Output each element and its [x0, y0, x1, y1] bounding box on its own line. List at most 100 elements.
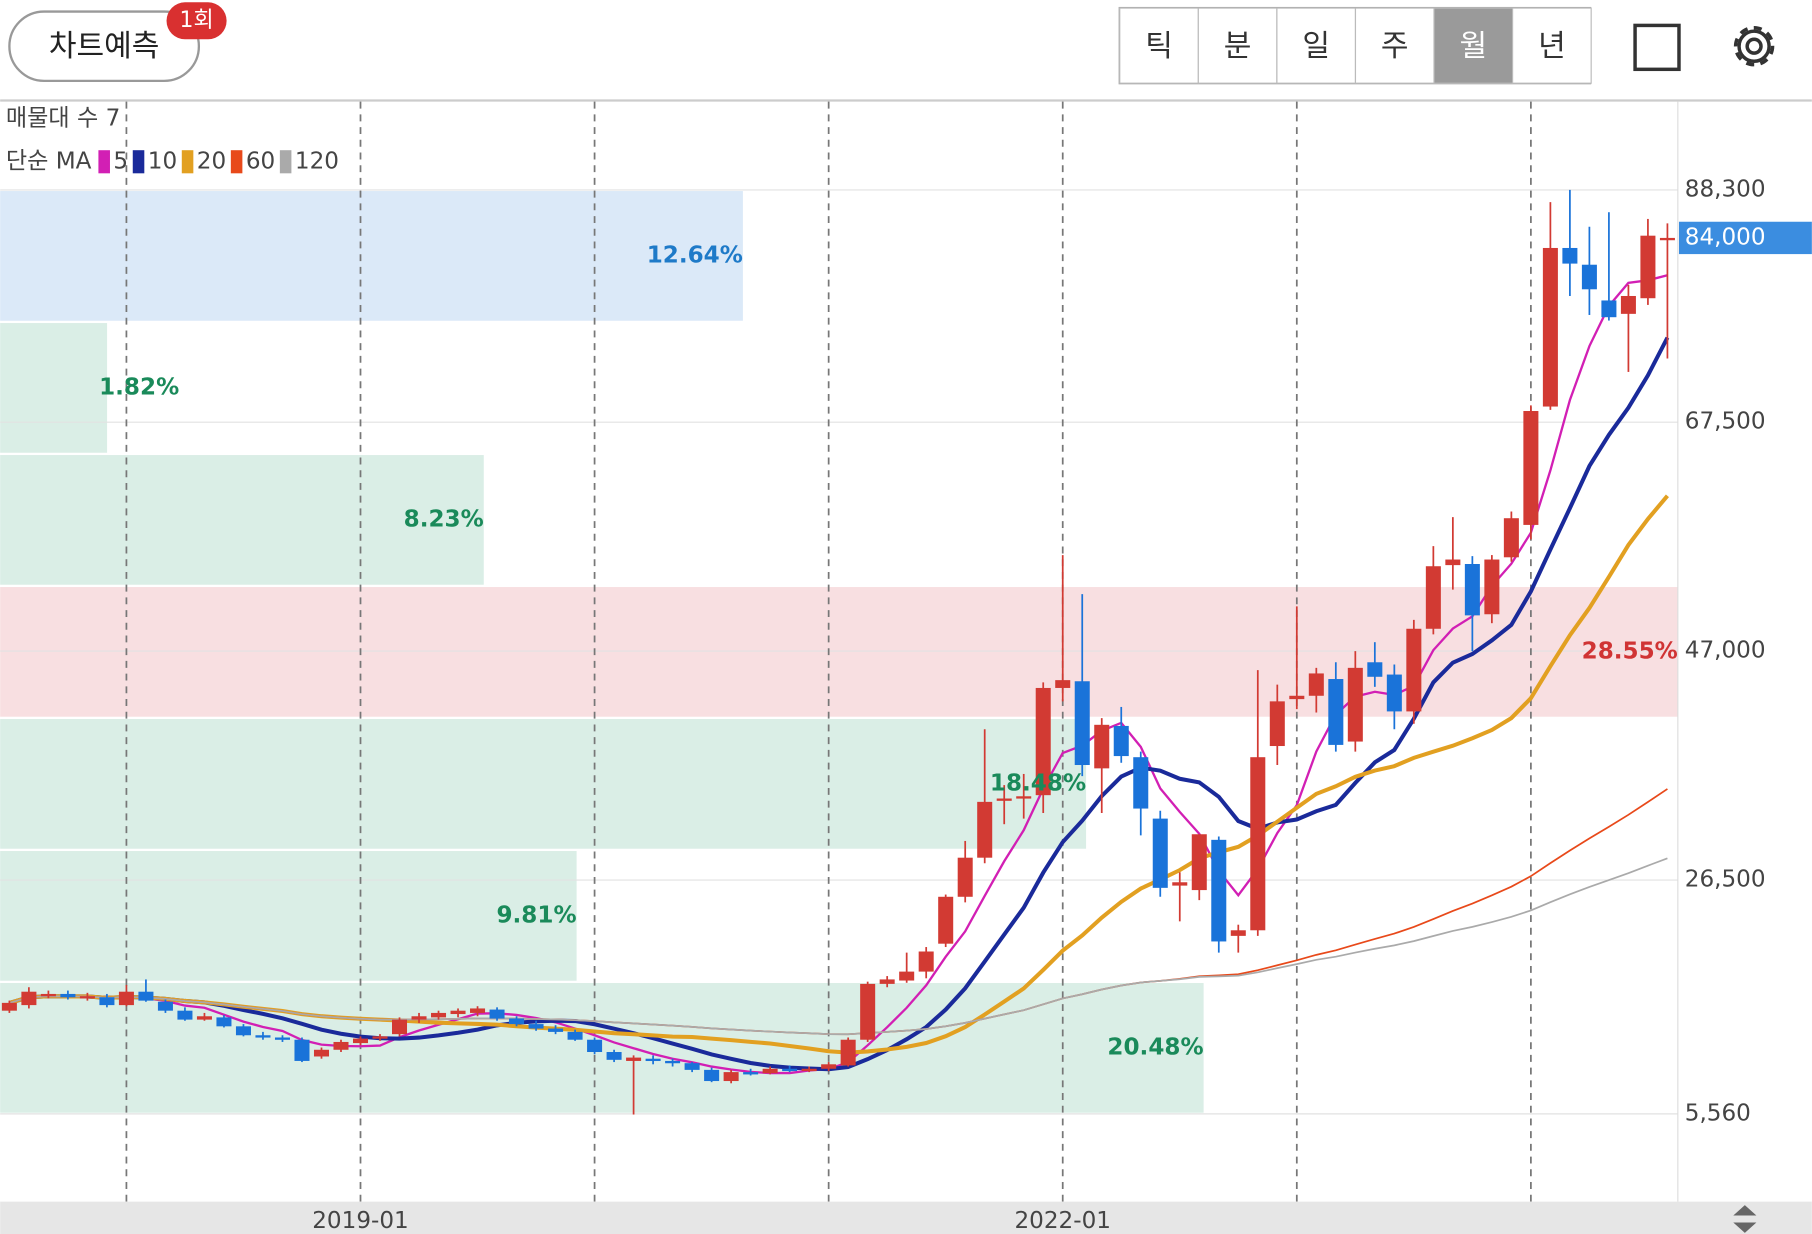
candle-body: [587, 1039, 603, 1053]
candle-body: [1, 1002, 17, 1011]
y-tick-label: 26,500: [1685, 867, 1766, 893]
candle-body: [1640, 235, 1656, 299]
plot: 12.64% 1.82% 8.23% 28.55% 18.48% 9.81% 20.48%: [0, 101, 1678, 1202]
candle-body: [1308, 673, 1324, 696]
gear-hub: [1745, 37, 1763, 55]
candle-body: [1094, 724, 1110, 769]
candle-body: [313, 1049, 329, 1057]
legend-label: 20: [197, 148, 226, 174]
candle-body: [1484, 559, 1500, 615]
candle-body: [1250, 757, 1266, 931]
tab-label: 주: [1381, 29, 1409, 64]
volume-profile-bar: [0, 323, 108, 453]
current-price-label: 84,000: [1685, 224, 1766, 250]
legend-swatch: [230, 150, 243, 174]
candle-body: [60, 993, 76, 998]
candle-body: [470, 1008, 486, 1013]
candle-body: [177, 1010, 193, 1020]
candle-body: [489, 1009, 505, 1019]
settings-icon[interactable]: [1733, 25, 1775, 67]
ma-line: [8, 336, 1670, 1072]
candle-body: [1425, 566, 1441, 629]
candle-body: [1523, 411, 1539, 525]
tab[interactable]: [1119, 7, 1199, 84]
candle-body: [1367, 662, 1383, 677]
candle-body: [1016, 796, 1032, 799]
date-bar: [0, 1201, 1812, 1234]
candle-body: [372, 1036, 388, 1039]
candle-body: [392, 1019, 408, 1035]
candle-body: [1464, 564, 1480, 616]
candle-body: [977, 801, 993, 858]
predict-button[interactable]: [8, 10, 201, 83]
candle-body: [1230, 930, 1246, 936]
candle-body: [411, 1016, 427, 1020]
y-tick-label: 88,300: [1685, 176, 1766, 202]
candle-body: [1133, 757, 1149, 809]
legend-label: 120: [295, 148, 339, 174]
legend-label: 5: [113, 148, 128, 174]
candle-body: [1601, 300, 1617, 318]
tab-label: 틱: [1145, 29, 1173, 64]
candle-body: [1542, 247, 1558, 407]
volume-profile-label: 18.48%: [990, 770, 1086, 796]
candle-body: [606, 1052, 622, 1060]
predict-button-label: 차트예측: [49, 29, 160, 64]
candle-body: [1445, 559, 1461, 566]
volume-profile-bar: [0, 455, 484, 585]
tab[interactable]: [1276, 7, 1357, 84]
candle-body: [1269, 701, 1285, 747]
volume-profile-label: 12.64%: [647, 242, 743, 268]
candle-body: [274, 1037, 290, 1040]
candle-body: [216, 1017, 232, 1027]
tab[interactable]: [1197, 7, 1278, 84]
candle-body: [157, 1001, 173, 1011]
candle-body: [840, 1039, 856, 1066]
candle-body: [957, 857, 973, 897]
candle-body: [684, 1063, 700, 1070]
volume-profile-label: 28.55%: [1582, 638, 1678, 664]
candle-body: [567, 1031, 583, 1040]
candle-body: [1347, 667, 1363, 742]
candle-body: [1191, 834, 1207, 891]
candle-body: [294, 1039, 310, 1061]
legend-label: 60: [246, 148, 275, 174]
fullscreen-icon[interactable]: [1633, 23, 1681, 72]
tab[interactable]: [1512, 7, 1592, 84]
volume-profile-label: 9.81%: [496, 902, 576, 928]
candle-body: [1503, 518, 1519, 558]
x-tick-label: 2022-01: [1014, 1208, 1111, 1234]
gear-teeth: [1733, 25, 1775, 67]
candle-body: [509, 1018, 525, 1025]
candle-body: [333, 1041, 349, 1050]
tab-label: 분: [1224, 29, 1252, 64]
current-price-badge: [1678, 221, 1812, 255]
badge-label: 1회: [179, 8, 213, 33]
candle-body: [704, 1069, 720, 1082]
candle-body: [1406, 628, 1422, 712]
candle-body: [918, 951, 934, 972]
candle-body: [1581, 264, 1597, 290]
tab[interactable]: [1354, 7, 1435, 84]
candle-body: [1659, 237, 1675, 241]
candle-body: [996, 798, 1012, 801]
volume-profile-bar: [0, 191, 743, 321]
candle-body: [1620, 295, 1636, 314]
candle-body: [431, 1012, 447, 1018]
legend-swatch: [279, 150, 292, 174]
legend-label: 10: [148, 148, 177, 174]
tab-label: 일: [1302, 29, 1330, 64]
candle-body: [938, 896, 954, 944]
candle-body: [99, 997, 115, 1006]
tab[interactable]: [1433, 7, 1514, 84]
candle-body: [782, 1068, 798, 1072]
candle-body: [1055, 680, 1071, 688]
scroll-handle[interactable]: [1733, 1205, 1757, 1233]
candle-body: [1113, 725, 1129, 757]
candle-body: [196, 1016, 212, 1020]
candle-body: [255, 1035, 271, 1038]
candle-body: [21, 991, 37, 1006]
volume-profile-label: 20.48%: [1107, 1034, 1203, 1060]
x-tick-label: 2019-01: [312, 1208, 409, 1234]
